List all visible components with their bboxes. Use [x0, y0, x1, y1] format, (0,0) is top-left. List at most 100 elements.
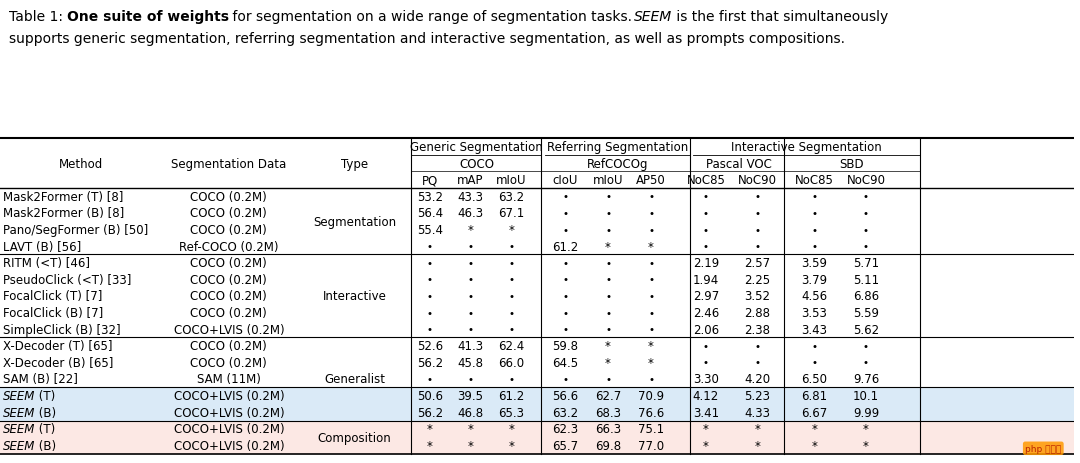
Text: *: * [468, 422, 473, 435]
Text: mAP: mAP [457, 174, 484, 187]
Text: 3.53: 3.53 [801, 307, 827, 319]
Text: •: • [811, 242, 818, 251]
Text: •: • [811, 341, 818, 351]
Text: •: • [648, 258, 654, 268]
Text: COCO (0.2M): COCO (0.2M) [190, 224, 267, 237]
Text: 10.1: 10.1 [853, 389, 879, 402]
Text: 66.0: 66.0 [498, 356, 525, 369]
Text: 3.79: 3.79 [801, 273, 827, 286]
Text: 1.94: 1.94 [692, 273, 719, 286]
Text: Composition: Composition [318, 431, 391, 444]
Text: (B): (B) [36, 439, 56, 452]
Text: 39.5: 39.5 [458, 389, 484, 402]
Text: •: • [427, 325, 433, 334]
Text: Type: Type [341, 157, 368, 170]
Text: 5.71: 5.71 [853, 257, 879, 269]
Text: •: • [562, 208, 568, 219]
Text: 41.3: 41.3 [458, 339, 484, 352]
Text: Generic Segmentation: Generic Segmentation [410, 141, 543, 154]
Text: Pano/SegFormer (B) [50]: Pano/SegFormer (B) [50] [3, 224, 148, 237]
Text: •: • [703, 341, 708, 351]
Text: 2.46: 2.46 [692, 307, 719, 319]
Bar [0, 437, 1075, 454]
Text: 50.6: 50.6 [417, 389, 443, 402]
Text: Method: Method [58, 157, 103, 170]
Text: •: • [468, 275, 473, 285]
Text: *: * [605, 339, 611, 352]
Text: 62.3: 62.3 [552, 422, 578, 435]
Text: *: * [648, 339, 654, 352]
Text: *: * [605, 240, 611, 253]
Text: 4.20: 4.20 [744, 373, 770, 386]
Text: •: • [811, 357, 818, 368]
Text: 2.38: 2.38 [744, 323, 770, 336]
Text: •: • [509, 325, 514, 334]
Text: 46.8: 46.8 [458, 406, 484, 419]
Text: X-Decoder (B) [65]: X-Decoder (B) [65] [3, 356, 113, 369]
Text: •: • [562, 325, 568, 334]
Text: •: • [648, 208, 654, 219]
Text: •: • [703, 357, 708, 368]
Text: •: • [605, 225, 611, 235]
Text: 59.8: 59.8 [552, 339, 578, 352]
Text: *: * [863, 439, 868, 452]
Text: *: * [703, 439, 708, 452]
Text: •: • [562, 275, 568, 285]
Text: SEEM: SEEM [3, 439, 36, 452]
Text: •: • [863, 192, 869, 202]
Text: •: • [605, 258, 611, 268]
Text: •: • [509, 308, 514, 318]
Text: SimpleClick (B) [32]: SimpleClick (B) [32] [3, 323, 121, 336]
Text: •: • [427, 242, 433, 251]
Text: •: • [703, 192, 708, 202]
Text: *: * [863, 422, 868, 435]
Bar [0, 404, 1075, 420]
Text: •: • [509, 291, 514, 301]
Text: 3.41: 3.41 [692, 406, 719, 419]
Text: •: • [605, 208, 611, 219]
Text: 5.11: 5.11 [853, 273, 879, 286]
Text: 56.2: 56.2 [417, 406, 443, 419]
Text: 6.50: 6.50 [801, 373, 827, 386]
Text: *: * [509, 422, 514, 435]
Text: *: * [755, 439, 760, 452]
Text: PQ: PQ [421, 174, 437, 187]
Text: 9.76: 9.76 [853, 373, 879, 386]
Text: •: • [648, 374, 654, 384]
Text: •: • [468, 308, 473, 318]
Text: SBD: SBD [839, 157, 864, 170]
Text: COCO+LVIS (0.2M): COCO+LVIS (0.2M) [174, 389, 284, 402]
Text: SEEM: SEEM [634, 10, 672, 24]
Text: php 中文网: php 中文网 [1025, 444, 1062, 453]
Text: •: • [562, 258, 568, 268]
Text: 70.9: 70.9 [638, 389, 664, 402]
Text: COCO+LVIS (0.2M): COCO+LVIS (0.2M) [174, 439, 284, 452]
Text: COCO+LVIS (0.2M): COCO+LVIS (0.2M) [174, 323, 284, 336]
Text: •: • [863, 341, 869, 351]
Text: Ref-COCO (0.2M): Ref-COCO (0.2M) [179, 240, 279, 253]
Text: 2.97: 2.97 [692, 290, 719, 303]
Text: 5.23: 5.23 [744, 389, 770, 402]
Text: *: * [648, 356, 654, 369]
Text: •: • [562, 308, 568, 318]
Text: (B): (B) [36, 406, 56, 419]
Text: •: • [562, 225, 568, 235]
Text: •: • [755, 357, 760, 368]
Text: 77.0: 77.0 [638, 439, 664, 452]
Text: •: • [648, 291, 654, 301]
Text: 76.6: 76.6 [638, 406, 664, 419]
Text: •: • [468, 242, 473, 251]
Text: •: • [468, 374, 473, 384]
Text: 61.2: 61.2 [498, 389, 525, 402]
Text: 2.88: 2.88 [744, 307, 770, 319]
Text: SAM (B) [22]: SAM (B) [22] [3, 373, 78, 386]
Text: COCO+LVIS (0.2M): COCO+LVIS (0.2M) [174, 406, 284, 419]
Bar [0, 388, 1075, 404]
Text: *: * [811, 439, 818, 452]
Text: Interactive Segmentation: Interactive Segmentation [731, 141, 881, 154]
Text: 53.2: 53.2 [417, 190, 443, 203]
Text: •: • [648, 308, 654, 318]
Text: •: • [605, 291, 611, 301]
Text: •: • [427, 258, 433, 268]
Text: 3.59: 3.59 [801, 257, 827, 269]
